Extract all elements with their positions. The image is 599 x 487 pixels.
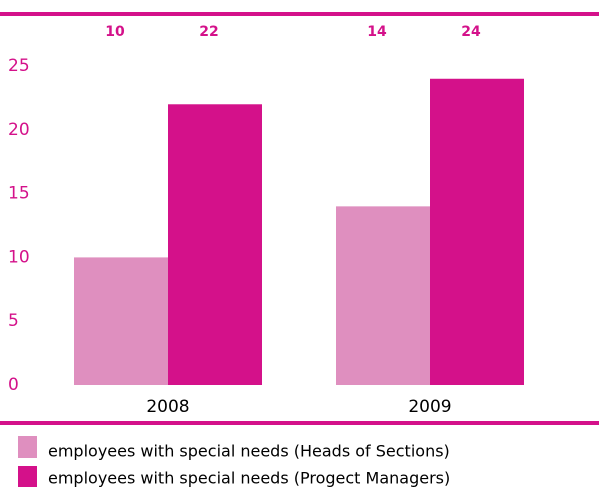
legend-swatch bbox=[18, 436, 37, 458]
bar-2009-series-1 bbox=[336, 206, 430, 385]
bottom-rule bbox=[0, 421, 599, 425]
data-label: 14 bbox=[367, 24, 387, 40]
legend-label: employees with special needs (Heads of S… bbox=[48, 442, 450, 461]
legend: employees with special needs (Heads of S… bbox=[18, 436, 450, 487]
legend-swatch bbox=[18, 466, 37, 487]
y-axis-ticks: 0 5 10 15 20 25 bbox=[8, 56, 30, 395]
top-rule bbox=[0, 12, 599, 16]
bar-2009-series-2 bbox=[430, 78, 524, 385]
bar-2008-series-2 bbox=[168, 104, 262, 385]
data-label: 22 bbox=[199, 24, 218, 40]
data-label: 10 bbox=[105, 24, 125, 40]
category-label: 2008 bbox=[146, 397, 189, 417]
y-tick-label: 25 bbox=[8, 56, 30, 76]
y-tick-label: 10 bbox=[8, 247, 30, 267]
y-tick-label: 5 bbox=[8, 311, 19, 331]
data-labels: 10 22 14 24 bbox=[105, 24, 481, 40]
y-tick-label: 0 bbox=[8, 375, 19, 395]
category-label: 2009 bbox=[408, 397, 451, 417]
y-tick-label: 20 bbox=[8, 120, 30, 140]
category-labels: 2008 2009 bbox=[146, 397, 451, 417]
legend-label: employees with special needs (Progect Ma… bbox=[48, 469, 450, 487]
bars bbox=[74, 78, 524, 385]
data-label: 24 bbox=[461, 24, 481, 40]
bar-2008-series-1 bbox=[74, 257, 168, 385]
y-tick-label: 15 bbox=[8, 184, 30, 204]
